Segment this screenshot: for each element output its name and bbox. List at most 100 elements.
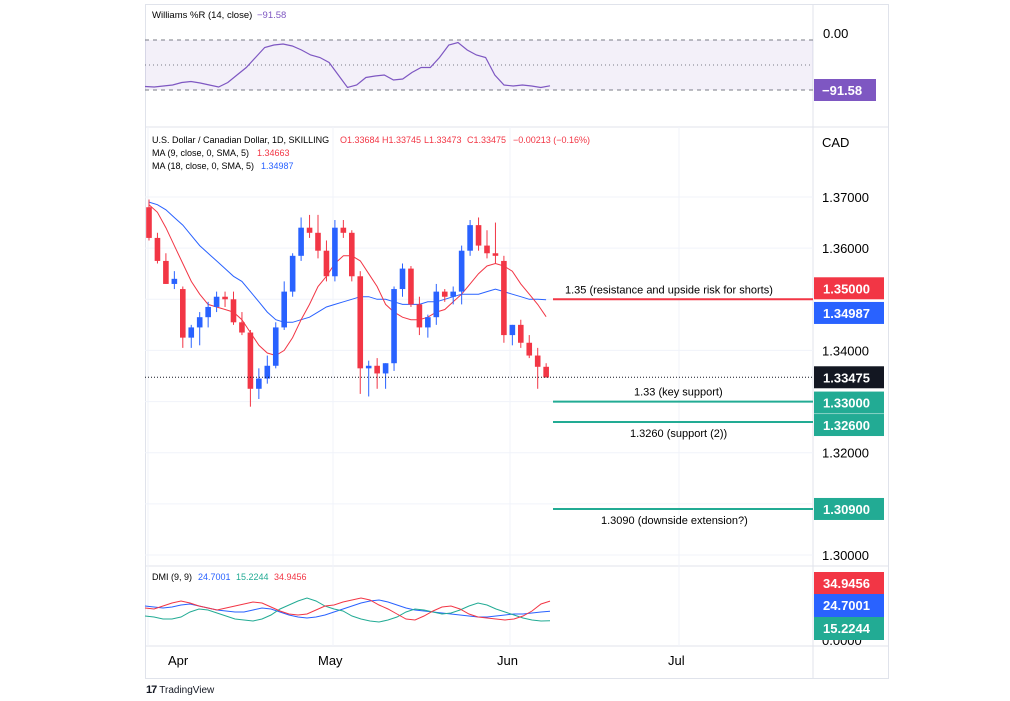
- candle-body: [425, 317, 431, 328]
- price-badge-bg-support2: [814, 414, 884, 437]
- candle-body: [357, 276, 364, 369]
- candle-body: [340, 227, 347, 233]
- dmi-minus-di-line: [144, 597, 551, 621]
- x-tick-may: May: [318, 653, 343, 668]
- candle-body: [467, 225, 473, 251]
- chart-frame: [145, 4, 889, 679]
- ohlc-change: −0.00213 (−0.16%): [513, 135, 590, 145]
- candle-body: [315, 232, 321, 251]
- tradingview-logo[interactable]: 17 TradingView: [146, 684, 214, 696]
- candle-body: [492, 253, 499, 256]
- dmi-minus-badge: 34.9456: [823, 576, 870, 591]
- candle-body: [365, 365, 372, 369]
- level-label-support2: 1.3260 (support (2)): [630, 428, 727, 440]
- wr-line: [144, 41, 551, 89]
- price-badge-resistance: 1.35000: [823, 281, 870, 296]
- tradingview-brand: TradingView: [159, 685, 215, 696]
- wr-badge-bg: [814, 79, 876, 101]
- dmi-plus-badge: 15.2244: [823, 621, 871, 636]
- candle-body: [298, 227, 304, 256]
- candle-body: [391, 289, 397, 364]
- x-tick-jul: Jul: [668, 653, 685, 668]
- y-tick-label: 1.34000: [822, 343, 869, 358]
- price-badge-support2: 1.32600: [823, 418, 870, 433]
- ohlc-low: L1.33473: [424, 135, 462, 145]
- dmi-title: DMI (9, 9): [152, 572, 192, 582]
- candle-body: [475, 225, 482, 246]
- dmi-adx: 24.7001: [198, 572, 231, 582]
- dmi-minus-badge-bg: [814, 572, 884, 595]
- candle-body: [484, 245, 490, 254]
- pair-title: U.S. Dollar / Canadian Dollar, 1D, SKILL…: [152, 135, 329, 145]
- candle-body: [180, 289, 186, 338]
- candle-body: [374, 365, 380, 374]
- candle-body: [163, 260, 169, 284]
- dmi-minus-di: 34.9456: [274, 572, 307, 582]
- candle-body: [526, 342, 533, 356]
- candle-body: [416, 304, 423, 328]
- dmi-adx-line: [144, 599, 551, 619]
- candle-body: [196, 317, 203, 328]
- candle-body: [171, 278, 178, 284]
- dmi-plus-di: 15.2244: [236, 572, 269, 582]
- candle-body: [399, 268, 406, 290]
- dmi-plus-badge-bg: [814, 617, 884, 640]
- candle-body: [205, 306, 211, 318]
- candle-body: [441, 291, 448, 297]
- candle-body: [264, 365, 271, 379]
- y-tick-label: 1.36000: [822, 241, 869, 256]
- candle-body: [239, 322, 245, 333]
- price-badge-bg-resistance: [814, 277, 884, 300]
- candle-body: [433, 291, 440, 318]
- price-badge-bg-ma18: [814, 301, 884, 324]
- ohlc-close: C1.33475: [467, 135, 506, 145]
- candle-body: [289, 255, 296, 292]
- dmi-plus-di-line: [144, 597, 551, 623]
- dmi-adx-badge: 24.7001: [823, 598, 870, 613]
- price-badge-last: 1.33475: [823, 370, 870, 385]
- level-label-downside: 1.3090 (downside extension?): [601, 515, 748, 527]
- y-tick-label: 1.30000: [822, 548, 869, 563]
- ma9-label: MA (9, close, 0, SMA, 5): [152, 148, 249, 158]
- level-label-resistance: 1.35 (resistance and upside risk for sho…: [565, 284, 773, 296]
- price-badge-bg-downside: [814, 497, 884, 520]
- candle-body: [518, 324, 524, 343]
- ma9-value: 1.34663: [257, 148, 290, 158]
- candle-body: [230, 299, 237, 323]
- candle-body: [534, 355, 541, 367]
- wr-axis-zero: 0.00: [823, 26, 848, 41]
- y-tick-label: 1.32000: [822, 446, 869, 461]
- price-badge-ma18: 1.34987: [823, 306, 870, 321]
- candle-body: [382, 363, 389, 374]
- level-label-key_support: 1.33 (key support): [634, 387, 723, 399]
- dmi-adx-badge-bg: [814, 594, 884, 617]
- ma18-label: MA (18, close, 0, SMA, 5): [152, 161, 254, 171]
- price-badge-bg-key_support: [814, 391, 884, 414]
- wr-value: −91.58: [257, 10, 286, 21]
- candle-body: [450, 291, 456, 297]
- candle-body: [247, 332, 254, 389]
- price-badge-bg-last: [814, 366, 884, 389]
- price-badge-key_support: 1.33000: [823, 396, 870, 411]
- price-badge-downside: 1.30900: [823, 502, 870, 517]
- ma9-line: [148, 204, 547, 357]
- y-tick-label: 1.37000: [822, 190, 869, 205]
- ma18-line: [148, 201, 547, 323]
- x-tick-jun: Jun: [497, 653, 518, 668]
- candle-body: [281, 291, 287, 328]
- x-tick-apr: Apr: [168, 653, 189, 668]
- ohlc-high: H1.33745: [382, 135, 421, 145]
- candle-body: [222, 296, 228, 300]
- candle-body: [188, 327, 195, 338]
- ma18-value: 1.34987: [261, 161, 294, 171]
- candle-body: [332, 227, 338, 277]
- candle-body: [154, 237, 161, 261]
- candle-body: [509, 324, 516, 336]
- candle-body: [272, 327, 279, 366]
- candle-body: [213, 296, 220, 307]
- candle-body: [349, 232, 355, 277]
- currency-label: CAD: [822, 135, 849, 150]
- candle-body: [458, 250, 465, 292]
- tv-logo-icon: 17: [146, 684, 157, 696]
